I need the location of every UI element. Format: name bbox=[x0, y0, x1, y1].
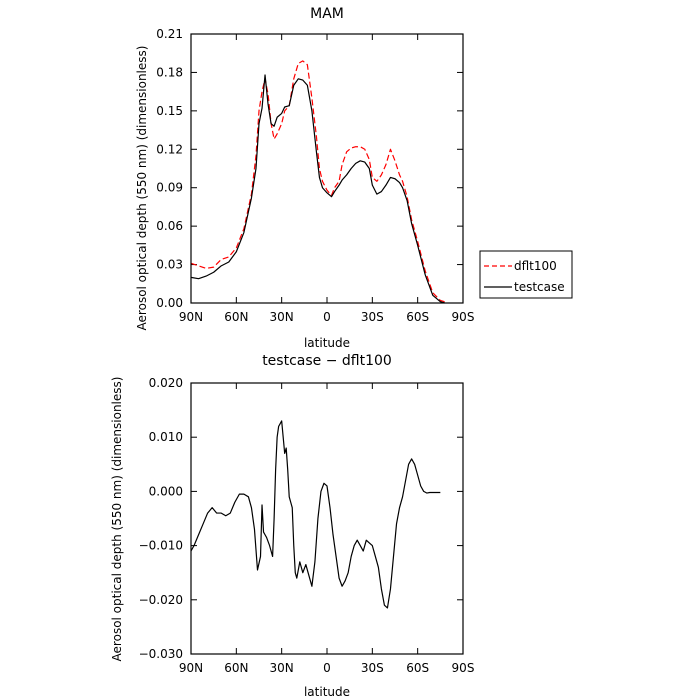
legend-label-dflt100: dflt100 bbox=[514, 259, 557, 273]
bottom-chart-frame bbox=[190, 382, 464, 655]
bottom-chart-title: testcase − dflt100 bbox=[262, 353, 392, 369]
bottom-chart-xtick-label: 90N bbox=[179, 661, 203, 675]
top-chart-ytick-label: 0.21 bbox=[156, 27, 183, 41]
top-chart-legend: dflt100 testcase bbox=[479, 250, 573, 299]
bottom-chart-ytick-label: 0.000 bbox=[149, 484, 183, 498]
bottom-chart-ytick-label: −0.030 bbox=[139, 647, 183, 661]
top-chart-xtick-label: 30S bbox=[361, 310, 384, 324]
top-chart: MAM latitude Aerosol optical depth (550 … bbox=[135, 6, 474, 350]
top-chart-xtick-label: 90S bbox=[452, 310, 475, 324]
top-chart-ticks: 90N 60N 30N 0 30S 60S 90S 0.00 0.03 0.06 0.09 0.12 0… bbox=[156, 27, 474, 324]
bottom-chart-ytick-label: 0.010 bbox=[149, 430, 183, 444]
bottom-chart-ytick-label: −0.010 bbox=[139, 539, 183, 553]
bottom-chart-xtick-label: 60N bbox=[224, 661, 248, 675]
bottom-chart-xtick-label: 0 bbox=[323, 661, 331, 675]
top-chart-series-dflt100 bbox=[190, 60, 446, 303]
top-chart-ytick-label: 0.06 bbox=[156, 219, 183, 233]
top-chart-ytick-label: 0.15 bbox=[156, 104, 183, 118]
top-chart-ytick-label: 0.18 bbox=[156, 65, 183, 79]
bottom-chart-ytick-label: −0.020 bbox=[139, 593, 183, 607]
top-chart-series-testcase bbox=[190, 74, 446, 304]
top-chart-xtick-label: 30N bbox=[270, 310, 294, 324]
top-chart-xtick-label: 0 bbox=[323, 310, 331, 324]
bottom-chart-lines bbox=[190, 420, 441, 609]
top-chart-ytick-label: 0.12 bbox=[156, 142, 183, 156]
top-chart-ylabel: Aerosol optical depth (550 nm) (dimensio… bbox=[135, 46, 149, 331]
legend-label-testcase: testcase bbox=[514, 280, 565, 294]
bottom-chart-xtick-label: 90S bbox=[452, 661, 475, 675]
top-chart-xtick-label: 90N bbox=[179, 310, 203, 324]
top-chart-title: MAM bbox=[310, 6, 344, 22]
top-chart-ytick-label: 0.09 bbox=[156, 181, 183, 195]
top-chart-xtick-label: 60N bbox=[224, 310, 248, 324]
top-chart-ytick-label: 0.03 bbox=[156, 258, 183, 272]
bottom-chart-xlabel: latitude bbox=[304, 685, 350, 699]
top-chart-frame bbox=[190, 33, 464, 304]
top-chart-xtick-label: 60S bbox=[406, 310, 429, 324]
top-chart-ytick-label: 0.00 bbox=[156, 296, 183, 310]
bottom-chart-ylabel: Aerosol optical depth (550 nm) (dimensio… bbox=[110, 377, 124, 662]
bottom-chart-ticks: 90N 60N 30N 0 30S 60S 90S −0.030 −0.020 −0.010 0.0… bbox=[139, 376, 475, 675]
top-chart-lines bbox=[190, 60, 446, 304]
bottom-chart-xtick-label: 30S bbox=[361, 661, 384, 675]
bottom-chart-xtick-label: 30N bbox=[270, 661, 294, 675]
bottom-chart-series-difference bbox=[190, 420, 441, 609]
bottom-chart: testcase − dflt100 latitude Aerosol opti… bbox=[110, 353, 474, 699]
bottom-chart-ytick-label: 0.020 bbox=[149, 376, 183, 390]
legend-box bbox=[479, 250, 573, 299]
bottom-chart-xtick-label: 60S bbox=[406, 661, 429, 675]
top-chart-xlabel: latitude bbox=[304, 336, 350, 350]
